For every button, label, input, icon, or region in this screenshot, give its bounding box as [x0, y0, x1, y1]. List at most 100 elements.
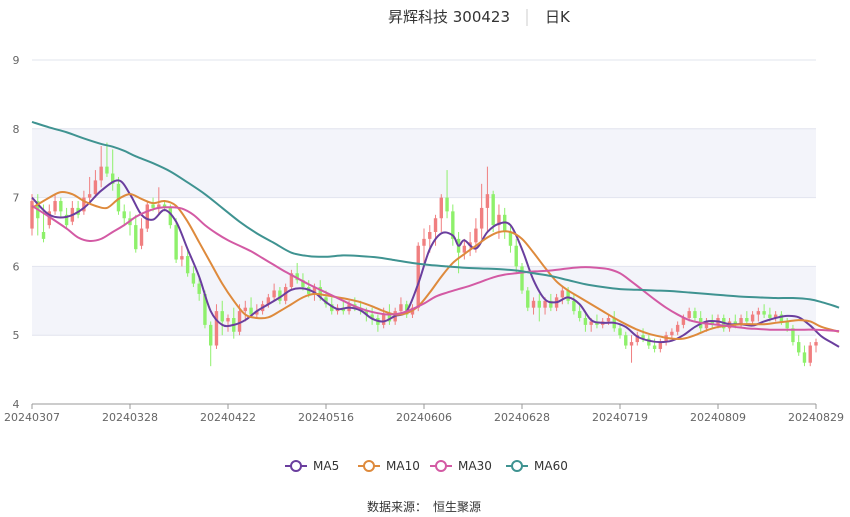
x-tick-label: 20240628	[494, 411, 550, 424]
candle	[59, 197, 63, 219]
series-line-ma30	[31, 205, 840, 333]
candle	[756, 307, 761, 322]
candle	[399, 297, 403, 315]
y-tick-label: 5	[13, 329, 20, 342]
y-tick-label: 8	[13, 123, 20, 136]
plot-bands	[32, 128, 816, 336]
candle	[577, 304, 582, 322]
candle	[462, 238, 467, 260]
series-line-ma60	[31, 120, 840, 309]
moving-average-lines	[31, 120, 840, 348]
plot-band	[32, 128, 816, 198]
candle	[82, 190, 86, 215]
candle	[739, 314, 743, 329]
source-value: 恒生聚源	[433, 500, 481, 514]
candle	[618, 324, 622, 339]
candle	[750, 311, 755, 325]
candle	[762, 304, 766, 318]
y-tick-label: 9	[13, 54, 20, 67]
candle	[180, 245, 184, 267]
legend-marker	[511, 460, 523, 472]
legend-marker	[435, 460, 447, 472]
y-tick-label: 4	[13, 398, 20, 411]
candle	[36, 194, 40, 236]
candle	[485, 166, 490, 232]
candle	[53, 194, 57, 215]
legend-item-ma60[interactable]: MA60	[506, 459, 568, 473]
legend-item-ma30[interactable]: MA30	[430, 459, 492, 473]
candle	[243, 300, 247, 322]
candle	[295, 262, 299, 284]
candle	[531, 297, 536, 315]
chart-title: 昇辉科技 300423	[388, 8, 510, 26]
legend-marker	[363, 460, 375, 472]
candle	[289, 269, 294, 291]
candle	[629, 335, 634, 363]
candle	[214, 304, 219, 349]
candle	[802, 345, 807, 367]
candle	[168, 204, 173, 229]
candle	[64, 207, 69, 229]
x-axis: 20240307 20240328 20240422 20240516 20240606…	[4, 403, 844, 424]
x-tick-label: 20240829	[788, 411, 844, 424]
candle	[808, 342, 812, 367]
candle	[70, 201, 75, 226]
x-tick-label: 20240422	[200, 411, 256, 424]
x-tick-label: 20240719	[592, 411, 648, 424]
candle	[479, 183, 484, 239]
y-tick-label: 7	[13, 192, 20, 205]
legend-label: MA5	[313, 459, 339, 473]
candle	[128, 211, 132, 236]
candle	[87, 176, 92, 202]
legend-item-ma10[interactable]: MA10	[358, 459, 420, 473]
candle	[647, 335, 651, 349]
x-tick-label: 20240328	[102, 411, 158, 424]
series-line-ma10	[31, 190, 840, 340]
candle	[675, 321, 680, 336]
candle	[185, 249, 190, 277]
legend-item-ma5[interactable]: MA5	[285, 459, 339, 473]
candle	[451, 204, 455, 246]
candle	[514, 238, 518, 274]
candle	[572, 293, 576, 315]
candle	[30, 194, 34, 236]
candle	[93, 170, 98, 198]
candle	[520, 262, 524, 294]
candle	[111, 149, 115, 191]
candle	[497, 204, 501, 239]
candle	[797, 335, 801, 356]
candle	[220, 300, 224, 336]
source-label: 数据来源：	[367, 499, 427, 514]
x-tick-label: 20240809	[690, 411, 746, 424]
candle	[197, 276, 201, 301]
candle	[624, 331, 628, 349]
y-tick-label: 6	[13, 260, 20, 273]
candle	[278, 287, 282, 305]
candle	[560, 287, 565, 305]
candle	[439, 194, 443, 232]
candle	[191, 266, 196, 288]
legend-label: MA30	[458, 459, 492, 473]
legend-marker	[290, 460, 302, 472]
x-tick-label: 20240606	[396, 411, 452, 424]
legend-label: MA10	[386, 459, 420, 473]
candle	[773, 311, 778, 322]
period-label: 日K	[545, 8, 571, 26]
candle	[526, 287, 530, 312]
candle	[76, 201, 80, 219]
x-tick-label: 20240307	[4, 411, 60, 424]
series-line-ma5	[31, 179, 840, 348]
candle	[693, 307, 697, 322]
candle	[445, 170, 449, 219]
candle	[658, 338, 663, 353]
candle	[139, 218, 144, 250]
candle	[122, 204, 126, 226]
candle	[226, 314, 230, 332]
legend: MA5 MA10 MA30 MA60	[285, 459, 568, 473]
candle	[422, 228, 426, 267]
candle	[635, 331, 639, 346]
candle	[791, 324, 795, 346]
y-axis-ticks: 4 5 6 7 8 9	[13, 54, 20, 411]
